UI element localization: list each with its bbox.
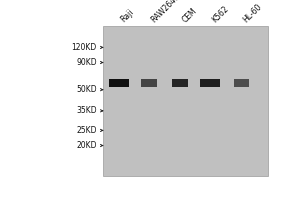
- Text: HL-60: HL-60: [241, 2, 263, 24]
- Text: 50KD: 50KD: [76, 85, 97, 94]
- Text: K562: K562: [210, 4, 230, 24]
- Text: CEM: CEM: [180, 6, 198, 24]
- Bar: [103, 26, 268, 176]
- Bar: [200, 79, 220, 87]
- Text: Raji: Raji: [119, 7, 136, 24]
- Text: 35KD: 35KD: [76, 106, 97, 115]
- Bar: [172, 79, 188, 87]
- Bar: [141, 79, 157, 87]
- Text: 90KD: 90KD: [76, 58, 97, 67]
- Text: RAW264.7: RAW264.7: [149, 0, 183, 24]
- Bar: [109, 79, 129, 87]
- Text: 25KD: 25KD: [76, 126, 97, 135]
- Bar: [234, 79, 249, 87]
- Text: 20KD: 20KD: [76, 141, 97, 150]
- Text: 120KD: 120KD: [71, 43, 97, 52]
